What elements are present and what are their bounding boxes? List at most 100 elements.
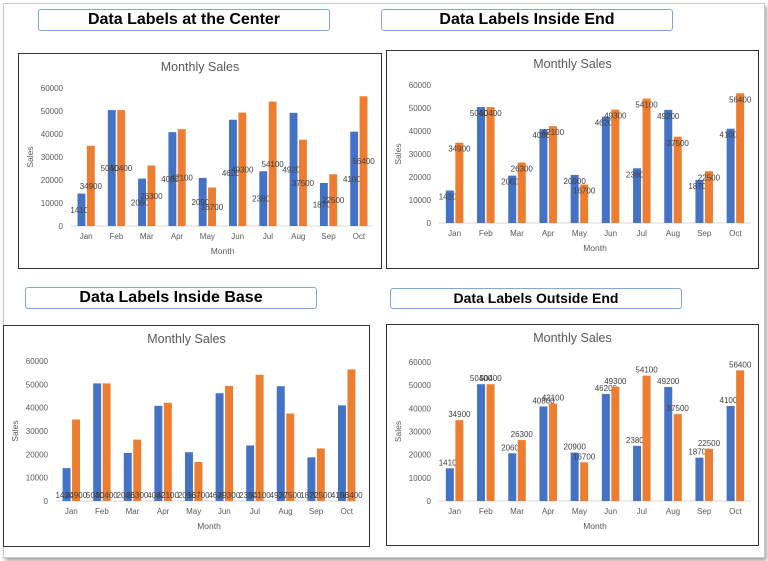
x-tick-label-sep: Sep (697, 229, 712, 238)
data-label-aug-series-2: 37500 (667, 404, 690, 413)
y-tick-label: 20000 (409, 173, 432, 182)
bar-mar-series-2 (133, 439, 142, 501)
data-label-aug-series-2: 37500 (279, 491, 302, 500)
bar-aug-series-1 (664, 387, 673, 501)
data-label-apr-series-1: 40800 (147, 491, 170, 500)
x-tick-label-jan: Jan (80, 232, 93, 241)
x-tick-label-apr: Apr (171, 232, 184, 241)
data-label-feb-series-1: 50400 (86, 491, 109, 500)
chart-title: Monthly Sales (533, 331, 612, 345)
bar-sep-series-2 (316, 448, 325, 501)
x-tick-label-sep: Sep (697, 507, 712, 516)
banner-inside-base: Data Labels Inside Base (25, 287, 317, 309)
data-label-jun-series-1: 46200 (595, 119, 618, 128)
y-axis-label: Sales (393, 143, 403, 164)
data-label-aug-series-1: 49200 (657, 377, 680, 386)
y-tick-label: 40000 (409, 127, 432, 136)
y-tick-label: 50000 (26, 380, 49, 389)
bar-mar-series-1 (508, 453, 517, 501)
bar-jan-series-2 (86, 145, 95, 226)
bar-sep-series-1 (307, 457, 316, 501)
data-label-jan-series-1: 14100 (70, 206, 93, 215)
data-label-may-series-2: 16700 (573, 452, 596, 461)
bar-aug-series-2 (673, 414, 682, 501)
bar-feb-series-1 (477, 384, 486, 501)
x-tick-label-mar: Mar (140, 232, 154, 241)
bar-jun-series-2 (611, 109, 620, 223)
bar-feb-series-1 (477, 107, 486, 223)
chart-title: Monthly Sales (161, 60, 240, 74)
bar-jun-series-2 (611, 386, 620, 501)
data-label-jan-series-2: 34900 (80, 182, 103, 191)
data-label-jul-series-1: 23800 (239, 491, 262, 500)
bar-oct-series-2 (736, 370, 745, 501)
data-label-apr-series-2: 42100 (157, 491, 180, 500)
bar-jul-series-2 (255, 374, 264, 501)
x-tick-label-jul: Jul (637, 229, 647, 238)
y-tick-label: 50000 (409, 381, 432, 390)
x-tick-label-jun: Jun (218, 507, 231, 516)
x-tick-label-jun: Jun (604, 507, 617, 516)
bar-jul-series-1 (633, 445, 642, 501)
bar-may-series-1 (570, 174, 579, 223)
x-tick-label-oct: Oct (729, 229, 742, 238)
bar-jul-series-2 (268, 101, 277, 226)
chart-svg: Monthly Sales 0 10000 20000 30000 40000 50000 6… (25, 60, 375, 256)
data-label-sep-series-2: 22500 (322, 196, 345, 205)
y-tick-label: 60000 (409, 358, 432, 367)
y-tick-label: 50000 (409, 104, 432, 113)
data-label-feb-series-2: 50400 (479, 374, 502, 383)
x-tick-label-oct: Oct (340, 507, 353, 516)
bar-mar-series-2 (147, 165, 156, 226)
x-tick-label-oct: Oct (353, 232, 366, 241)
x-axis-label: Month (583, 521, 607, 531)
data-label-may-series-1: 20900 (564, 443, 587, 452)
chart-svg: Monthly Sales 0 10000 20000 30000 40000 50000 6… (393, 57, 752, 253)
bar-jan-series-2 (455, 420, 464, 501)
bar-sep-series-1 (319, 182, 328, 226)
bar-jun-series-2 (225, 385, 234, 501)
bar-oct-series-2 (359, 96, 368, 226)
x-tick-label-feb: Feb (110, 232, 124, 241)
bar-jan-series-2 (455, 142, 464, 223)
y-tick-label: 20000 (26, 450, 49, 459)
bar-mar-series-1 (123, 452, 132, 501)
bar-mar-series-1 (138, 178, 146, 226)
data-label-jun-series-2: 49300 (218, 491, 241, 500)
data-label-jul-series-2: 54100 (262, 160, 285, 169)
y-tick-label: 30000 (409, 150, 432, 159)
bar-mar-series-1 (508, 175, 517, 223)
data-label-mar-series-2: 26300 (511, 165, 534, 174)
y-tick-label: 10000 (41, 199, 64, 208)
x-tick-label-mar: Mar (510, 507, 524, 516)
data-label-jul-series-2: 54100 (635, 366, 658, 375)
x-tick-label-jul: Jul (250, 507, 260, 516)
data-label-oct-series-1: 41000 (343, 175, 366, 184)
data-label-jun-series-1: 46200 (208, 491, 231, 500)
chart-panel-center: Monthly Sales 0 10000 20000 30000 40000 50000 6… (18, 53, 382, 269)
y-tick-label: 60000 (41, 84, 64, 93)
data-label-aug-series-1: 49200 (282, 165, 305, 174)
data-label-mar-series-1: 20600 (501, 178, 524, 187)
data-label-sep-series-2: 22500 (698, 173, 721, 182)
x-tick-label-aug: Aug (291, 232, 305, 241)
x-axis-label: Month (583, 243, 607, 253)
chart-svg: Monthly Sales 0 10000 20000 30000 40000 50000 6… (393, 331, 752, 531)
bar-apr-series-2 (548, 126, 557, 223)
bar-oct-series-2 (736, 93, 745, 223)
data-label-mar-series-1: 20600 (131, 198, 154, 207)
data-label-feb-series-2: 50400 (479, 109, 502, 118)
data-label-jan-series-2: 34900 (448, 145, 471, 154)
data-label-sep-series-1: 18700 (300, 491, 323, 500)
x-tick-label-sep: Sep (321, 232, 336, 241)
banner-inside-end: Data Labels Inside End (381, 9, 673, 31)
bar-jun-series-1 (229, 119, 237, 226)
bar-feb-series-2 (486, 107, 495, 223)
x-tick-label-jul: Jul (263, 232, 273, 241)
y-tick-label: 20000 (409, 451, 432, 460)
x-tick-label-jan: Jan (448, 507, 461, 516)
data-label-apr-series-1: 40800 (532, 396, 555, 405)
x-tick-label-may: May (572, 229, 587, 238)
bar-jun-series-1 (601, 393, 610, 501)
y-tick-label: 0 (59, 222, 64, 231)
